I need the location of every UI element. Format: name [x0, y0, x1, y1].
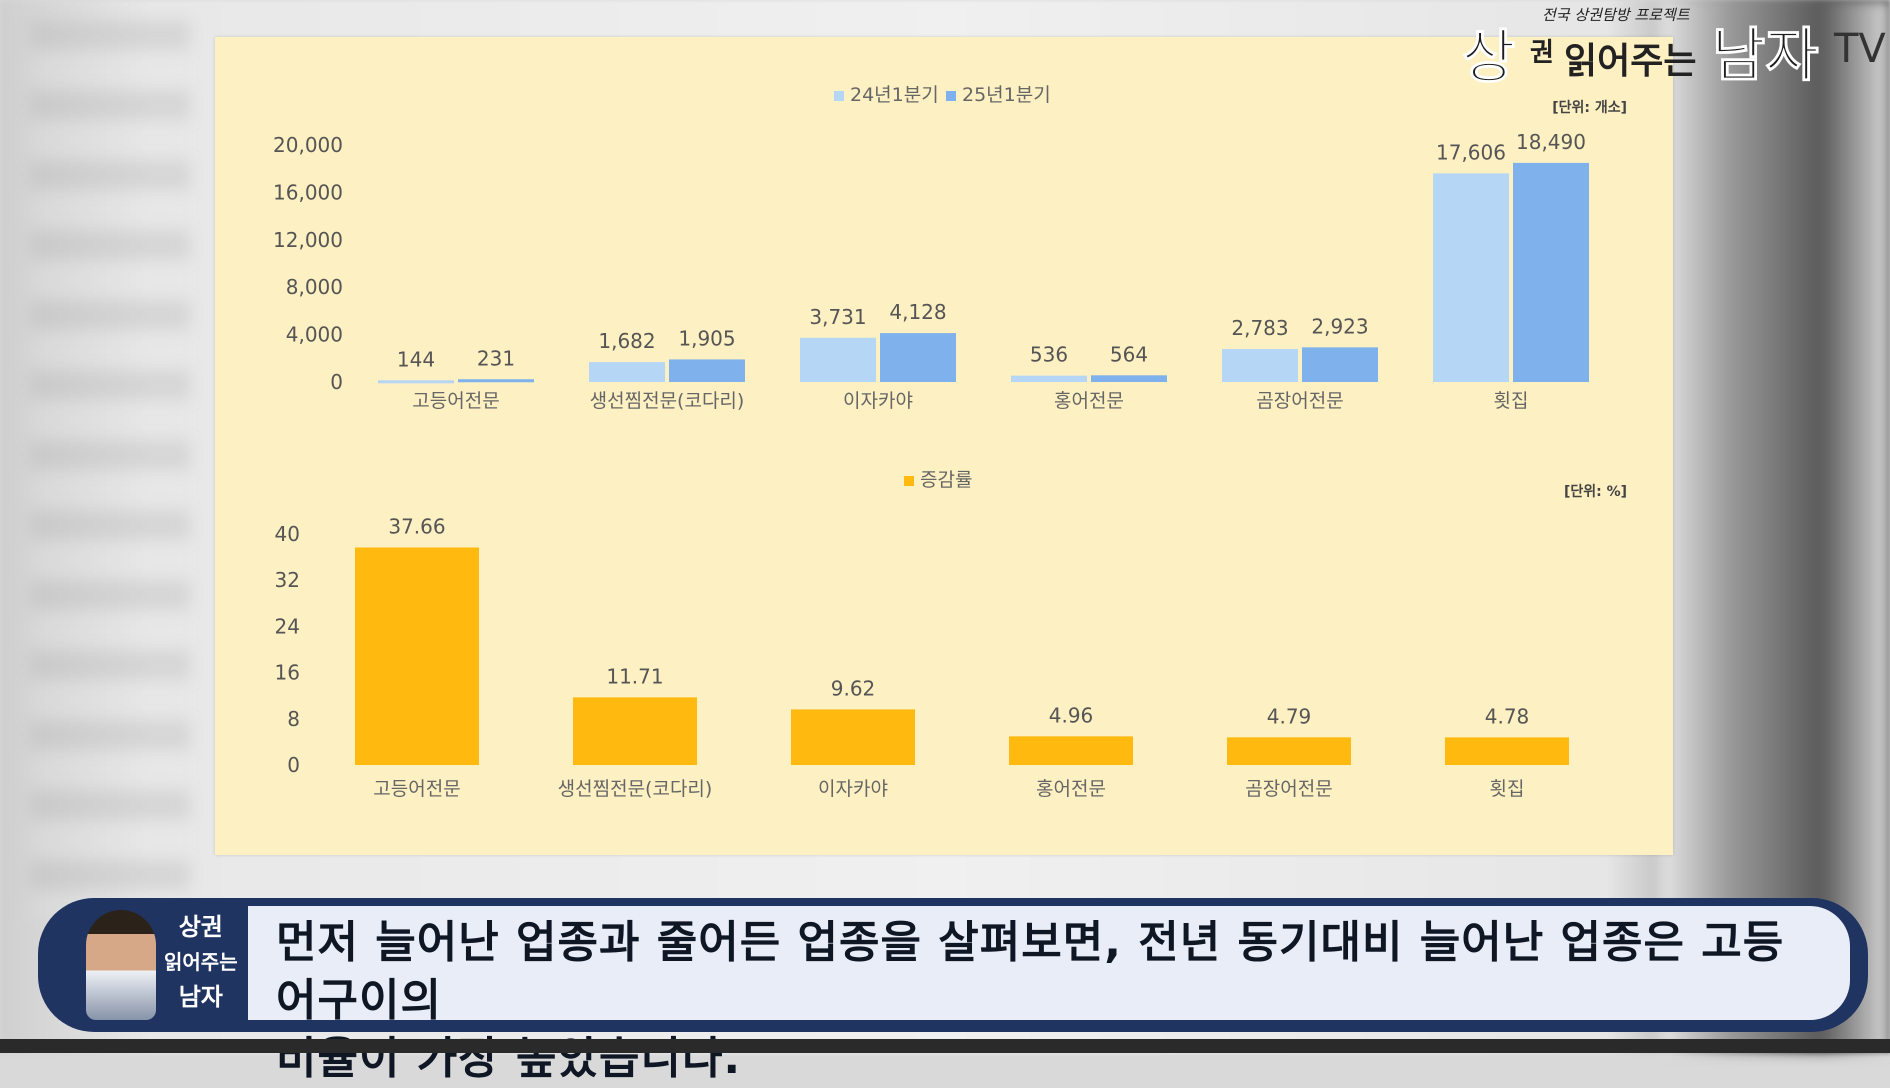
- data-label: 2,923: [1311, 314, 1368, 338]
- y-tick-label: 0: [330, 370, 343, 394]
- data-label: 1,682: [598, 329, 655, 353]
- bar: [1302, 347, 1378, 382]
- category-label: 생선찜전문(코다리): [590, 390, 745, 412]
- logo-small-char: 권: [1530, 38, 1554, 68]
- category-label: 곰장어전문: [1256, 390, 1343, 412]
- category-label: 횟집: [1490, 778, 1525, 800]
- legend-label: 25년1분기: [962, 84, 1051, 106]
- logo-main-char: 상: [1461, 23, 1515, 92]
- data-label: 231: [477, 346, 515, 370]
- presenter-avatar: [86, 910, 156, 1020]
- y-tick-label: 16,000: [273, 180, 343, 204]
- bar: [1227, 737, 1351, 765]
- unit-label: [단위: %]: [1564, 483, 1627, 500]
- logo-mid-text: 읽어주는: [1564, 41, 1697, 82]
- data-label: 1,905: [678, 326, 735, 350]
- data-label: 564: [1110, 342, 1148, 366]
- category-label: 홍어전문: [1054, 390, 1124, 412]
- y-tick-label: 4,000: [286, 323, 343, 347]
- data-label: 144: [397, 347, 435, 371]
- y-tick-label: 32: [275, 568, 300, 592]
- category-label: 고등어전문: [373, 778, 460, 800]
- bar: [669, 359, 745, 382]
- data-label: 536: [1030, 343, 1068, 367]
- data-label: 4.79: [1267, 704, 1312, 728]
- data-label: 9.62: [831, 676, 876, 700]
- bar: [573, 697, 697, 765]
- badge-line-1: 상권: [178, 913, 223, 941]
- background-ghost-left: [30, 20, 190, 920]
- logo-end-text: 남자: [1712, 21, 1820, 90]
- category-label: 생선찜전문(코다리): [558, 778, 713, 800]
- legend-label: 증감률: [920, 469, 972, 491]
- y-tick-label: 40: [275, 522, 300, 546]
- data-label: 11.71: [606, 664, 663, 688]
- chart-panel: 20,000 16,000 12,000 8,000 4,000 0 24년1분기 25년1분…: [215, 37, 1673, 855]
- data-label: 37.66: [388, 515, 445, 539]
- bar: [1513, 162, 1589, 382]
- bar: [1222, 349, 1298, 382]
- subtitle-line-1: 먼저 늘어난 업종과 줄어든 업종을 살펴보면, 전년 동기대비 늘어난 업종은…: [276, 917, 1785, 1026]
- channel-logo: 상 전국 상권탐방 프로젝트 권 읽어주는 남자 TV: [1461, 2, 1885, 92]
- category-label: 이자카야: [818, 778, 888, 800]
- chart-svg: 20,000 16,000 12,000 8,000 4,000 0 24년1분기 25년1분…: [273, 84, 1627, 800]
- category-label: 이자카야: [843, 390, 913, 412]
- bar: [378, 380, 454, 384]
- y-tick-label: 24: [275, 614, 300, 638]
- bar: [791, 709, 915, 765]
- subtitle-text: 먼저 늘어난 업종과 줄어든 업종을 살펴보면, 전년 동기대비 늘어난 업종은…: [276, 914, 1820, 1088]
- bar: [355, 547, 479, 765]
- legend-swatch: [946, 91, 956, 101]
- logo-tv: TV: [1834, 26, 1886, 72]
- y-tick-label: 0: [287, 753, 300, 777]
- badge-line-2: 읽어주는: [164, 950, 238, 974]
- legend-label: 24년1분기: [850, 84, 939, 106]
- presenter-badge: 상권 읽어주는 남자: [56, 904, 246, 1026]
- y-tick-label: 8,000: [286, 275, 343, 299]
- bar: [1011, 375, 1087, 382]
- background-ghost-right: [1660, 0, 1890, 1053]
- data-label: 18,490: [1516, 130, 1586, 154]
- badge-line-3: 남자: [178, 983, 223, 1011]
- bar: [1009, 736, 1133, 765]
- data-label: 4.78: [1485, 704, 1530, 728]
- category-label: 횟집: [1494, 390, 1529, 412]
- category-label: 곰장어전문: [1245, 778, 1332, 800]
- unit-label: [단위: 개소]: [1552, 99, 1627, 116]
- category-label: 고등어전문: [412, 390, 499, 412]
- bar: [458, 379, 534, 383]
- bar: [1445, 737, 1569, 765]
- y-tick-label: 12,000: [273, 228, 343, 252]
- data-label: 2,783: [1231, 316, 1288, 340]
- logo-tagline: 전국 상권탐방 프로젝트: [1542, 6, 1690, 24]
- y-tick-label: 8: [287, 707, 300, 731]
- bar: [1091, 375, 1167, 382]
- data-label: 3,731: [809, 305, 866, 329]
- category-label: 홍어전문: [1036, 778, 1106, 800]
- y-tick-label: 20,000: [273, 133, 343, 157]
- bar: [589, 362, 665, 382]
- legend-swatch: [834, 91, 844, 101]
- y-tick-label: 16: [275, 661, 300, 685]
- bar: [880, 333, 956, 382]
- subtitle-bar: 상권 읽어주는 남자 먼저 늘어난 업종과 줄어든 업종을 살펴보면, 전년 동…: [38, 898, 1868, 1084]
- legend-swatch: [904, 476, 914, 486]
- data-label: 17,606: [1436, 140, 1506, 164]
- data-label: 4,128: [889, 300, 946, 324]
- data-label: 4.96: [1049, 703, 1094, 727]
- footer-strip: [0, 1039, 1890, 1053]
- subtitle-box: 먼저 늘어난 업종과 줄어든 업종을 살펴보면, 전년 동기대비 늘어난 업종은…: [248, 906, 1850, 1084]
- badge-text: 상권 읽어주는 남자: [164, 910, 238, 1015]
- bar: [800, 337, 876, 382]
- bar: [1433, 173, 1509, 382]
